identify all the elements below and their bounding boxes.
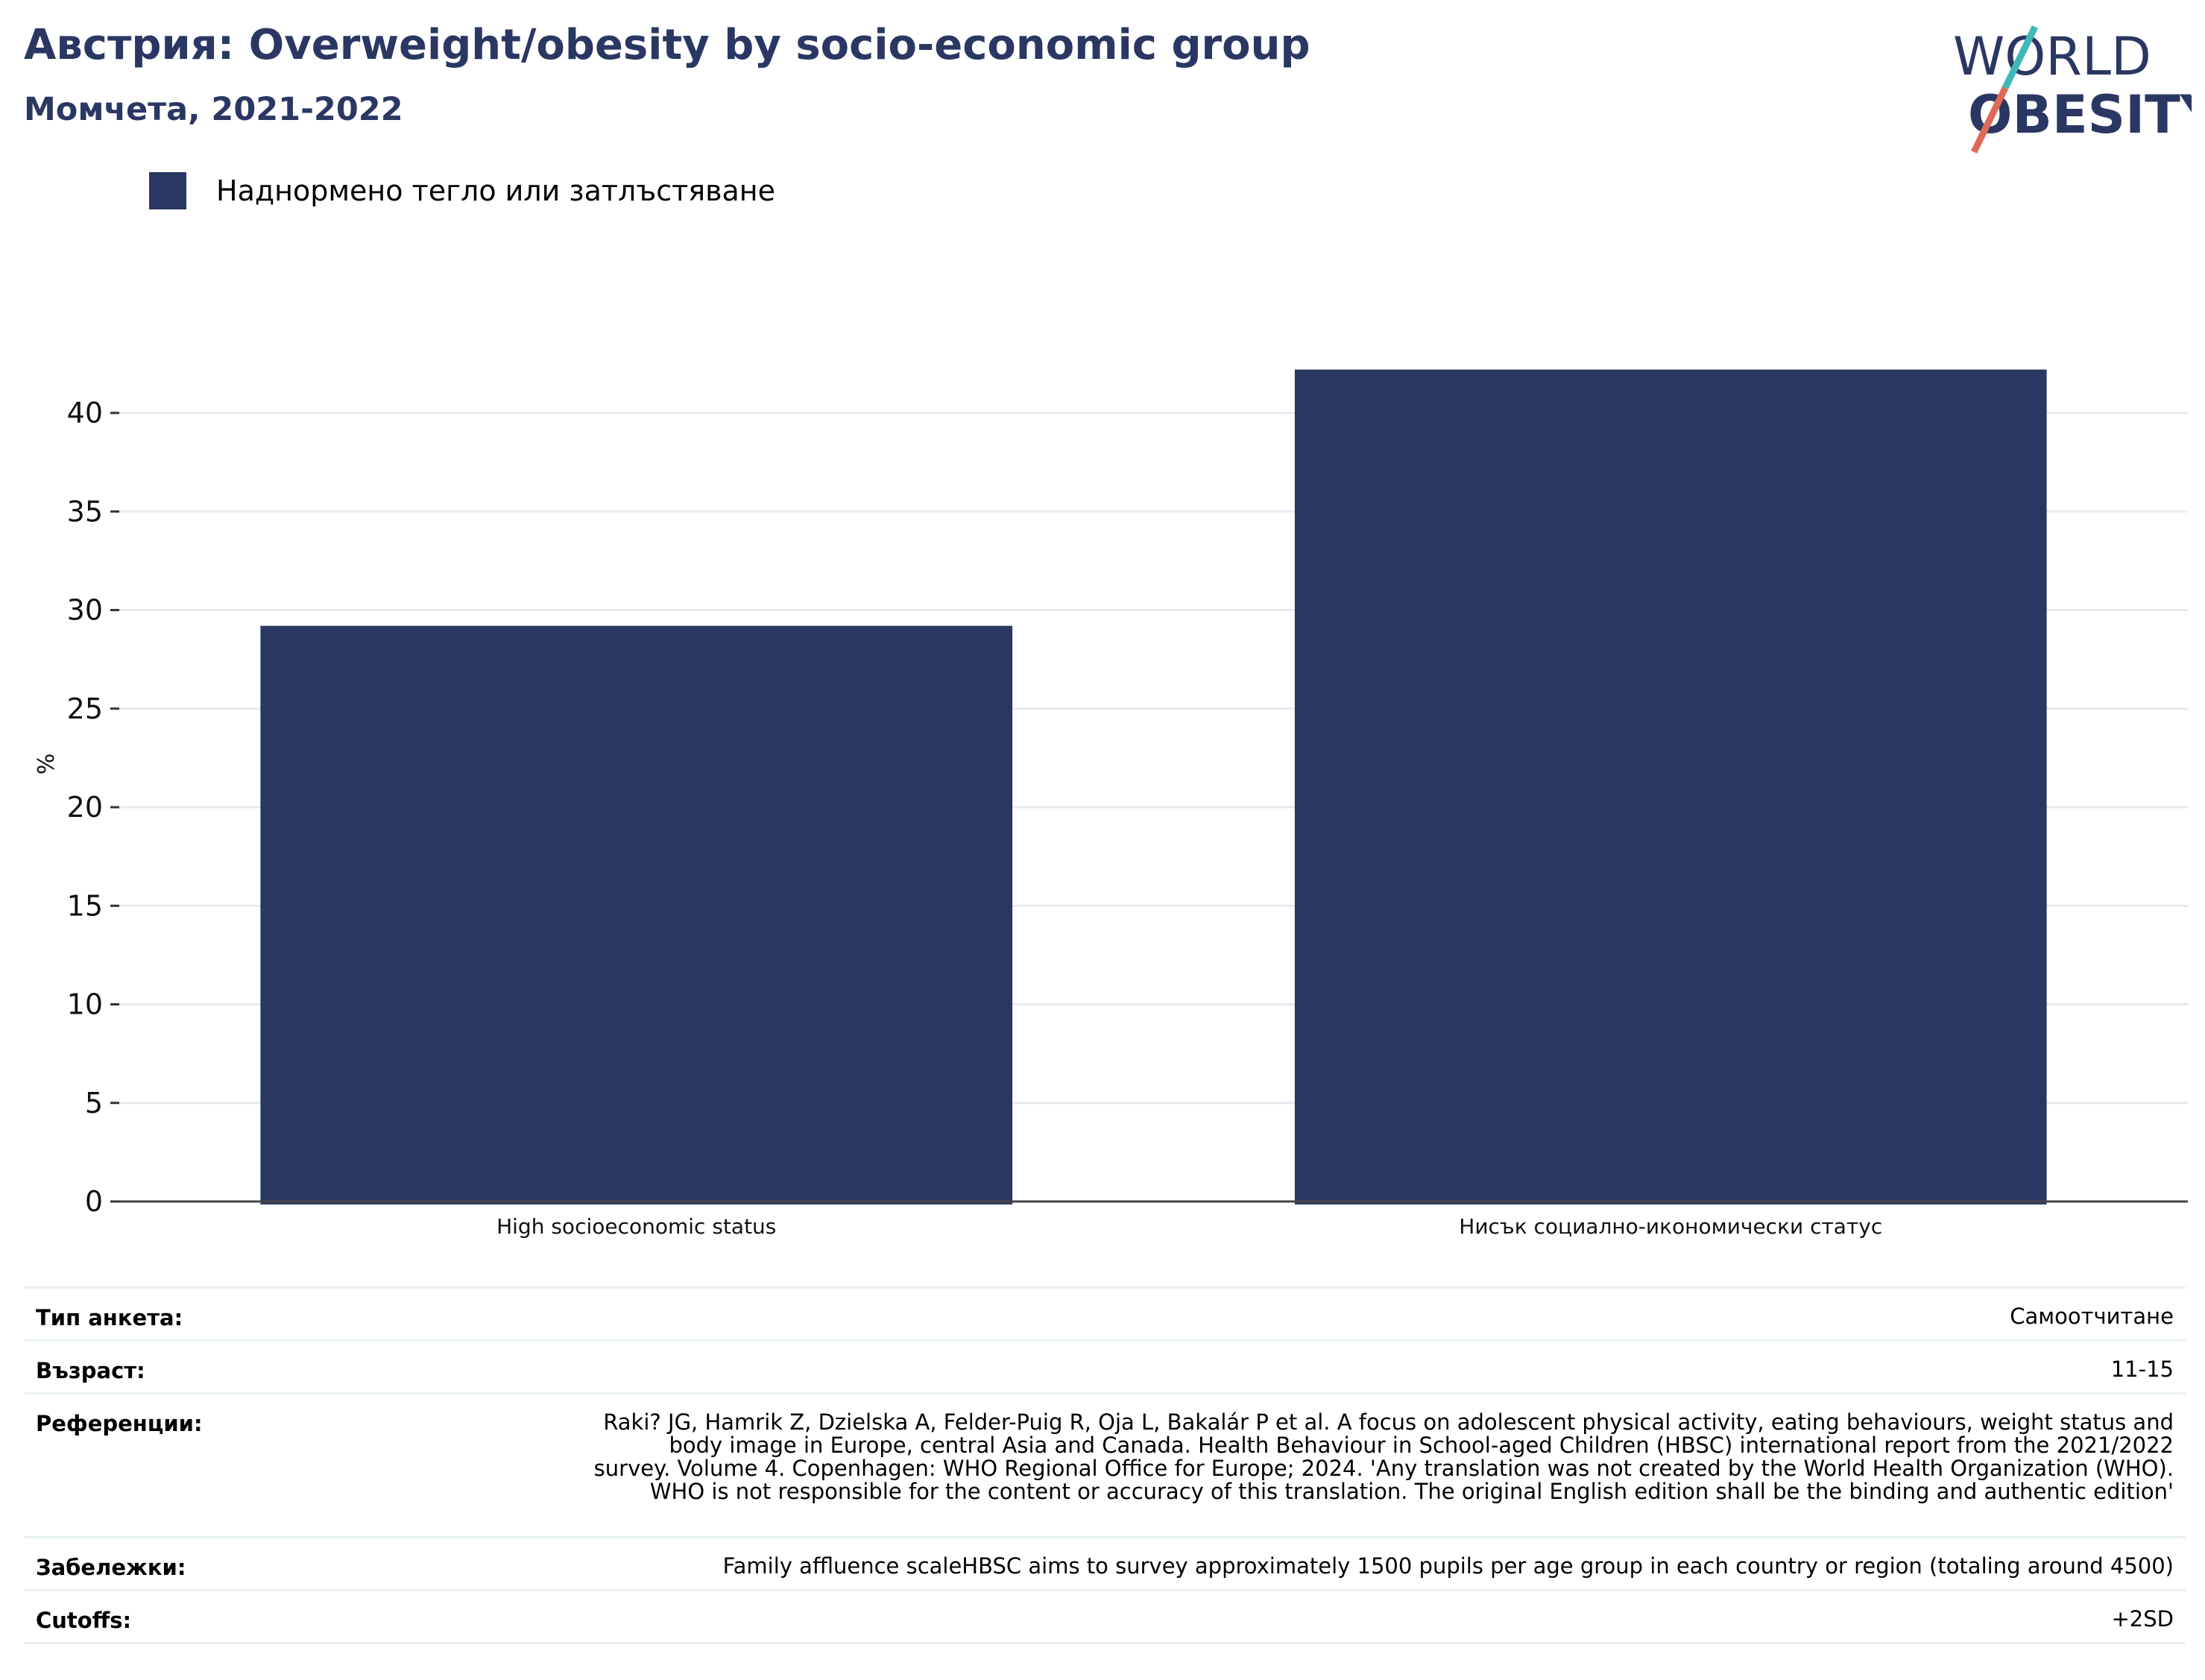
bar-0 <box>260 625 1013 1204</box>
y-tick-label: 35 <box>67 495 103 528</box>
y-tick-label: 25 <box>67 692 103 725</box>
y-tick-label: 15 <box>67 889 103 922</box>
info-row-notes: Забележки: Family affluence scaleHBSC ai… <box>24 1536 2186 1589</box>
y-tick-label: 10 <box>67 988 103 1021</box>
bar-1 <box>1294 369 2047 1204</box>
svg-text:WORLD: WORLD <box>1953 26 2151 87</box>
y-tick-label: 30 <box>67 594 103 627</box>
info-label-notes: Забележки: <box>36 1555 186 1580</box>
y-axis-label: % <box>34 754 60 775</box>
x-category-label: High socioeconomic status <box>496 1214 776 1239</box>
info-value-survey-type: Самоотчитане <box>2010 1304 2174 1329</box>
legend: Наднормено тегло или затлъстяване <box>149 170 775 212</box>
x-category-label: Нисък социално-икономически статус <box>1459 1214 1882 1239</box>
info-row-references: Референции: Raki? JG, Hamrik Z, Dzielska… <box>24 1392 2186 1536</box>
y-tick-label: 40 <box>67 397 103 429</box>
info-row-cutoffs: Cutoffs: +2SD <box>24 1589 2186 1644</box>
info-label-age: Възраст: <box>36 1358 145 1383</box>
y-tick-label: 5 <box>85 1087 103 1120</box>
info-row-age: Възраст: 11-15 <box>24 1339 2186 1392</box>
y-tick-label: 0 <box>85 1185 103 1218</box>
world-obesity-logo: WORLD OBESITY <box>1953 25 2192 154</box>
legend-swatch <box>149 172 186 209</box>
bar-chart: 0 5 10 15 20 25 30 35 40% High socioeconomic stat… <box>34 369 2188 1239</box>
legend-label: Наднормено тегло или затлъстяване <box>216 174 775 207</box>
chart-title: Австрия: Overweight/obesity by socio-eco… <box>24 21 1310 69</box>
info-label-survey-type: Тип анкета: <box>36 1305 183 1330</box>
info-label-references: Референции: <box>36 1411 203 1436</box>
chart-subtitle: Момчета, 2021-2022 <box>24 91 403 128</box>
info-value-notes: Family affluence scaleHBSC aims to surve… <box>722 1553 2174 1579</box>
info-row-survey-type: Тип анкета: Самоотчитане <box>24 1286 2186 1339</box>
info-value-cutoffs: +2SD <box>2111 1606 2174 1632</box>
y-tick-label: 20 <box>67 791 103 824</box>
info-value-references: Raki? JG, Hamrik Z, Dzielska A, Felder-P… <box>593 1409 2174 1504</box>
info-table: Тип анкета: Самоотчитане Възраст: 11-15 … <box>24 1286 2186 1644</box>
info-label-cutoffs: Cutoffs: <box>36 1608 132 1633</box>
info-value-age: 11-15 <box>2110 1357 2174 1382</box>
